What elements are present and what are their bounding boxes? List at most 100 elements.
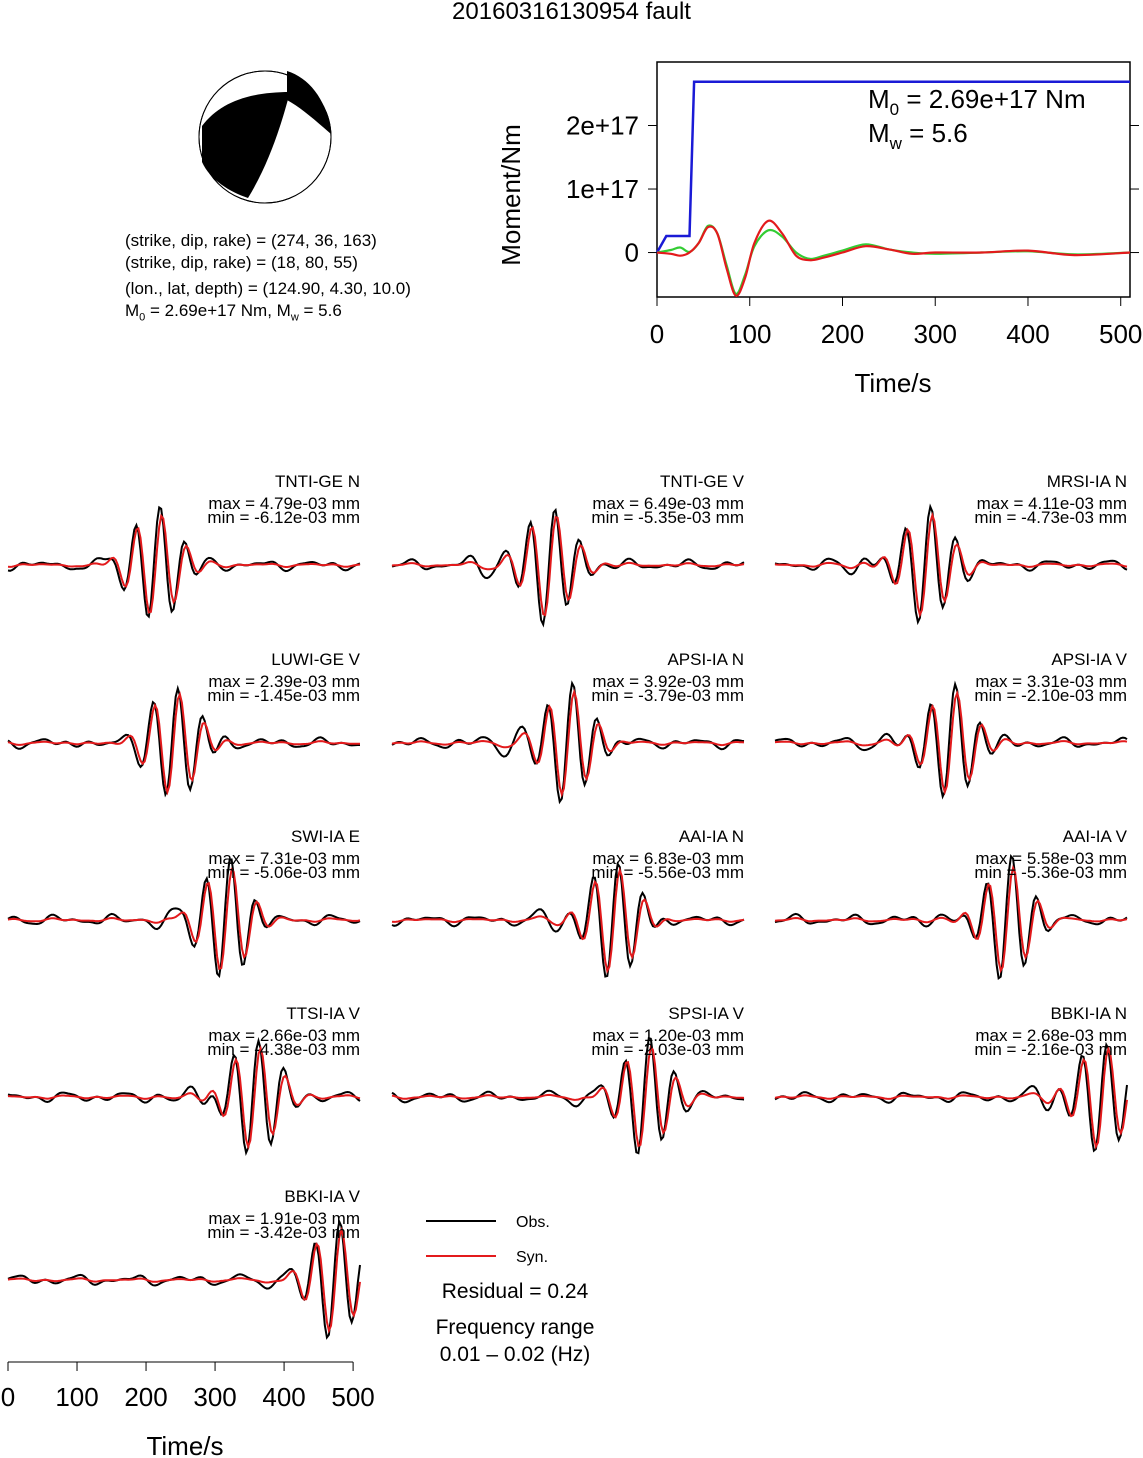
moment-xtick-label: 0: [650, 319, 664, 349]
trace-min-label: min = -4.73e-03 mm: [974, 508, 1127, 527]
legend-syn-label: Syn.: [516, 1249, 548, 1266]
bottom-xtick-label: 500: [331, 1382, 374, 1412]
obs-trace-line: [774, 680, 1128, 800]
obs-trace-line: [391, 507, 745, 628]
bottom-xtick-label: 300: [193, 1382, 236, 1412]
trace-max-label: max = 3.31e-03 mm: [975, 672, 1127, 691]
obs-trace-line: [774, 1041, 1128, 1153]
syn-trace-line: [7, 867, 361, 971]
moment-rate-line: [656, 219, 1131, 297]
moment-ytick-label: 0: [625, 238, 639, 268]
moment-series-line: [655, 80, 1130, 254]
moment-chart: 0 100 200 300 400 500 0 1e+17 2e+17 Moment/Nm Ti…: [496, 61, 1142, 398]
trace-max-label: max = 4.79e-03 mm: [208, 494, 360, 513]
trace-max-label: max = 4.11e-03 mm: [977, 494, 1127, 513]
trace-min-label: min = -3.79e-03 mm: [591, 686, 744, 705]
trace-min-label: min = -2.16e-03 mm: [974, 1040, 1127, 1059]
syn-trace-line: [391, 866, 745, 974]
legend: Obs. Syn.: [426, 1214, 550, 1266]
trace-min-label: min = -5.35e-03 mm: [591, 508, 744, 527]
moment-xtick-label: 500: [1099, 319, 1142, 349]
plane2-text: (strike, dip, rake) = (18, 80, 55): [125, 253, 358, 272]
trace-station-label: SPSI-IA V: [668, 1004, 744, 1023]
trace-min-label: min = -5.36e-03 mm: [974, 863, 1127, 882]
syn-trace-line: [391, 688, 745, 798]
trace-min-label: min = -2.03e-03 mm: [591, 1040, 744, 1059]
trace-max-label: max = 1.20e-03 mm: [592, 1026, 744, 1045]
frequency-range: Frequency range 0.01 – 0.02 (Hz): [390, 1314, 640, 1368]
syn-trace-line: [774, 864, 1128, 974]
trace-min-label: min = -1.45e-03 mm: [207, 686, 360, 705]
moment-xtick-label: 400: [1006, 319, 1049, 349]
moment-text: M0 = 2.69e+17 Nm, Mw = 5.6: [125, 301, 342, 324]
bottom-xlabel: Time/s: [146, 1431, 223, 1458]
moment-xtick-label: 100: [728, 319, 771, 349]
moment-plot-frame: [656, 61, 1131, 298]
obs-trace-line: [774, 503, 1128, 626]
frequency-value: 0.01 – 0.02 (Hz): [439, 1343, 591, 1366]
trace-max-label: max = 2.66e-03 mm: [208, 1026, 360, 1045]
trace-station-label: TTSI-IA V: [286, 1004, 360, 1023]
syn-trace-line: [7, 1226, 361, 1334]
trace-min-label: min = -5.06e-03 mm: [207, 863, 360, 882]
trace-min-label: min = -5.56e-03 mm: [591, 863, 744, 882]
m0-label: M0 = 2.69e+17 Nm: [868, 84, 1086, 119]
trace-station-label: APSI-IA V: [1051, 650, 1127, 669]
trace-station-label: MRSI-IA N: [1047, 472, 1127, 491]
plane1-text: (strike, dip, rake) = (274, 36, 163): [125, 231, 377, 250]
trace-max-label: max = 7.31e-03 mm: [208, 849, 360, 868]
syn-trace-line: [391, 1045, 745, 1148]
mw-label: Mw = 5.6: [868, 118, 968, 153]
trace-min-label: min = -2.10e-03 mm: [974, 686, 1127, 705]
trace-station-label: APSI-IA N: [667, 650, 744, 669]
beachball-icon: [198, 70, 332, 204]
trace-station-label: SWI-IA E: [291, 827, 360, 846]
moment-ytick-label: 2e+17: [566, 111, 639, 141]
trace-min-label: min = -6.12e-03 mm: [207, 508, 360, 527]
trace-station-label: AAI-IA N: [679, 827, 744, 846]
trace-max-label: max = 3.92e-03 mm: [592, 672, 744, 691]
bottom-xtick-label: 400: [262, 1382, 305, 1412]
moment-rate-line: [656, 224, 1131, 295]
trace-max-label: max = 6.83e-03 mm: [592, 849, 744, 868]
moment-lines: [655, 80, 1131, 297]
moment-xtick-label: 300: [914, 319, 957, 349]
syn-trace-line: [7, 1045, 361, 1151]
moment-xtick-label: 200: [821, 319, 864, 349]
syn-trace-line: [774, 1045, 1128, 1150]
frequency-title: Frequency range: [435, 1316, 595, 1339]
moment-ylabel: Moment/Nm: [496, 124, 526, 266]
trace-station-label: TNTI-GE V: [660, 472, 745, 491]
figure-title: 20160316130954 fault: [452, 0, 691, 25]
trace-station-label: LUWI-GE V: [271, 650, 360, 669]
trace-min-label: min = -4.38e-03 mm: [207, 1040, 360, 1059]
trace-min-label: min = -3.42e-03 mm: [207, 1223, 360, 1242]
syn-trace-line: [774, 689, 1128, 796]
trace-max-label: max = 2.68e-03 mm: [975, 1026, 1127, 1045]
trace-max-label: max = 1.91e-03 mm: [208, 1209, 360, 1228]
location-text: (lon., lat, depth) = (124.90, 4.30, 10.0…: [125, 279, 411, 298]
bottom-xtick-label: 0: [1, 1382, 15, 1412]
obs-trace-line: [391, 1036, 745, 1155]
trace-station-label: TNTI-GE N: [275, 472, 360, 491]
syn-trace-line: [391, 515, 745, 617]
moment-xlabel: Time/s: [854, 368, 931, 398]
trace-max-label: max = 5.58e-03 mm: [975, 849, 1127, 868]
trace-max-label: max = 6.49e-03 mm: [592, 494, 744, 513]
trace-station-label: BBKI-IA V: [284, 1187, 360, 1206]
bottom-xtick-label: 100: [55, 1382, 98, 1412]
moment-ytick-label: 1e+17: [566, 174, 639, 204]
